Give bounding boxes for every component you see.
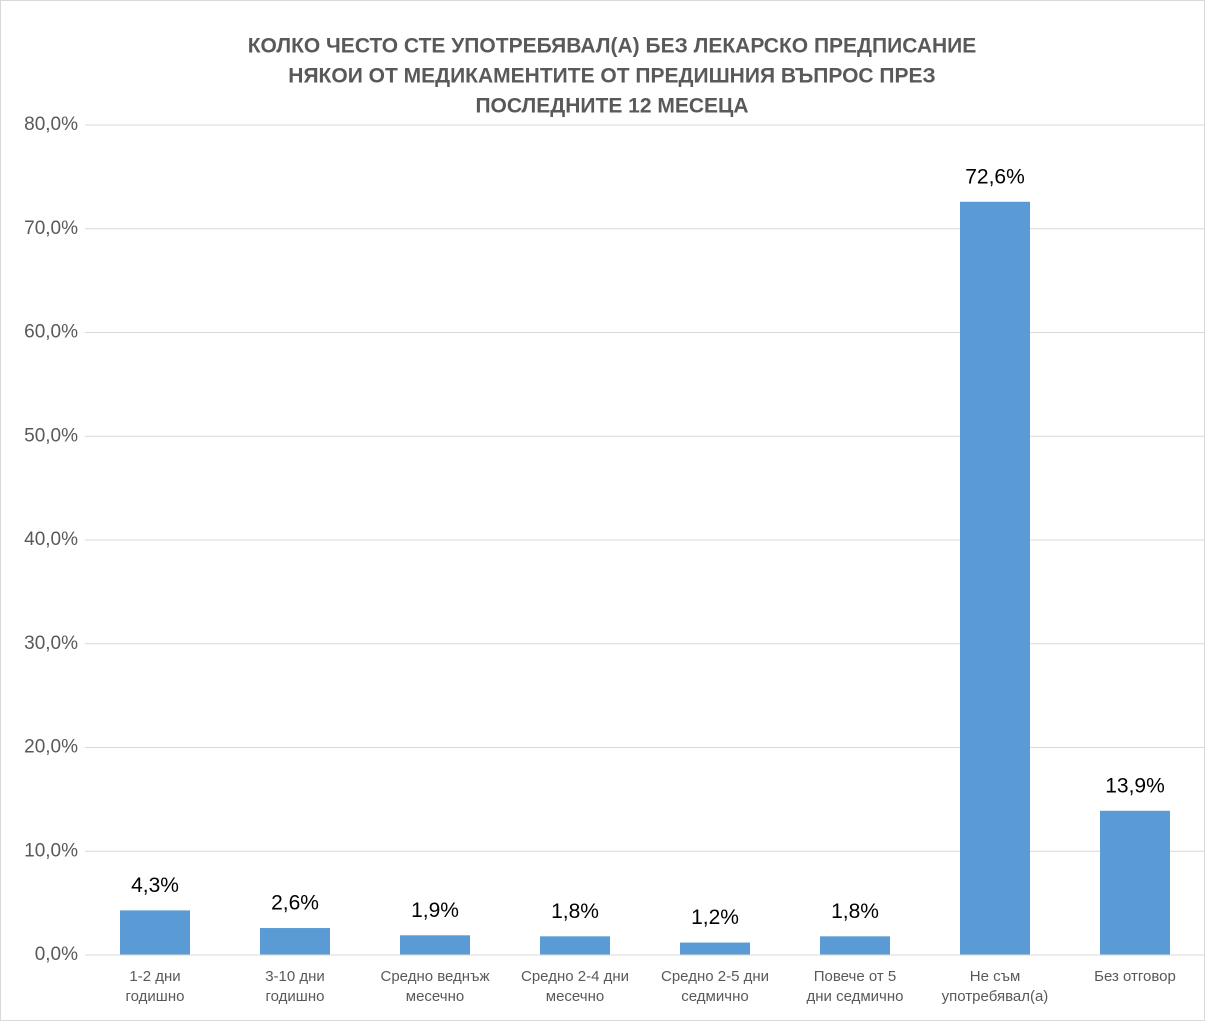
chart-title: КОЛКО ЧЕСТО СТЕ УПОТРЕБЯВАЛ(А) БЕЗ ЛЕКАР… <box>248 35 977 58</box>
y-tick-label: 70,0% <box>24 218 78 239</box>
data-label: 1,2% <box>691 906 739 929</box>
bar <box>1100 810 1170 955</box>
x-tick-label: Средно веднъж месечно <box>381 968 490 1005</box>
y-tick-label: 60,0% <box>24 322 78 343</box>
x-tick-label: 1-2 дни годишно <box>126 968 185 1005</box>
chart-title: ПОСЛЕДНИТЕ 12 МЕСЕЦА <box>475 95 748 118</box>
data-label: 1,9% <box>411 899 459 922</box>
x-tick-label: 3-10 дни годишно <box>265 968 325 1005</box>
y-tick-label: 20,0% <box>24 737 78 758</box>
bar <box>540 936 610 955</box>
y-tick-label: 50,0% <box>24 425 78 446</box>
y-tick-label: 10,0% <box>24 840 78 861</box>
x-tick-label: Средно 2-5 дни седмично <box>661 968 769 1005</box>
y-tick-label: 40,0% <box>24 529 78 550</box>
bar <box>400 935 470 955</box>
data-label: 13,9% <box>1105 774 1165 797</box>
bar <box>120 910 190 955</box>
x-tick-label: Без отговор <box>1094 968 1176 985</box>
x-tick-label: Повече от 5 дни седмично <box>807 968 904 1005</box>
y-tick-label: 0,0% <box>35 944 78 965</box>
chart-title: НЯКОИ ОТ МЕДИКАМЕНТИТЕ ОТ ПРЕДИШНИЯ ВЪПР… <box>288 65 935 88</box>
data-label: 72,6% <box>965 165 1025 188</box>
bar <box>260 928 330 955</box>
x-tick-label: Средно 2-4 дни месечно <box>521 968 629 1005</box>
data-label: 1,8% <box>831 900 879 923</box>
y-tick-label: 80,0% <box>24 114 78 135</box>
bar <box>680 942 750 955</box>
bar <box>960 201 1030 955</box>
x-tick-label: Не съм употребявал(а) <box>942 968 1049 1005</box>
data-label: 4,3% <box>131 874 179 897</box>
y-tick-label: 30,0% <box>24 633 78 654</box>
data-label: 1,8% <box>551 900 599 923</box>
bar <box>820 936 890 955</box>
data-label: 2,6% <box>271 892 319 915</box>
